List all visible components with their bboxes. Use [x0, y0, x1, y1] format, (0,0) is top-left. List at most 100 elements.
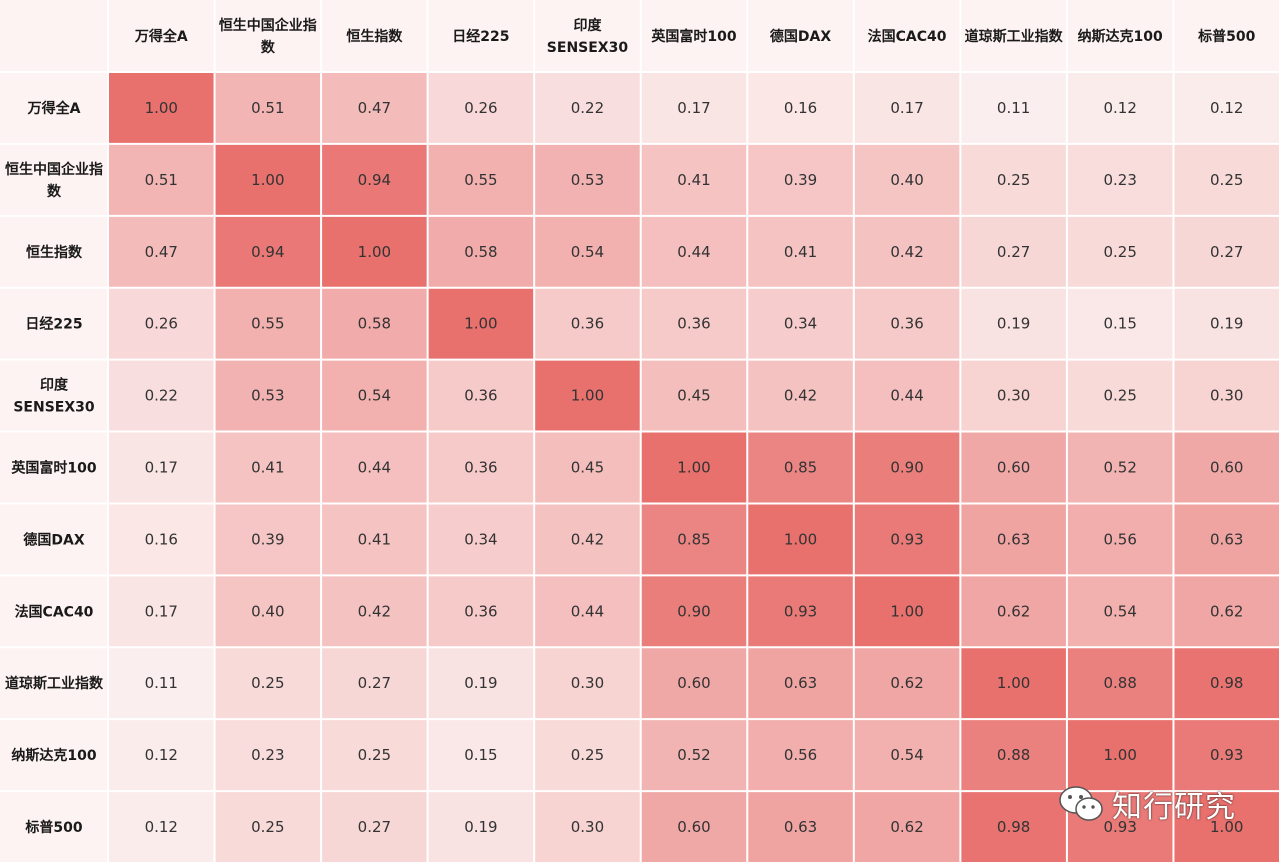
cell-value-label: 0.19: [997, 315, 1030, 333]
heatmap-cell: [1066, 575, 1174, 648]
heatmap-cell: [640, 287, 748, 360]
row-header-label: 印度 SENSEX30: [13, 377, 95, 416]
cell-value-label: 0.17: [145, 459, 178, 477]
heatmap-cell: [1173, 719, 1280, 792]
cell-value-label: 0.51: [251, 99, 284, 117]
cell-value-label: 0.36: [677, 315, 710, 333]
heatmap-cell: [108, 791, 215, 863]
heatmap-cell: [640, 503, 748, 576]
column-header-label: 万得全A: [134, 28, 188, 45]
heatmap-cell: [1173, 647, 1280, 720]
column-header-label: 标普500: [1197, 28, 1255, 45]
cell-value-label: 0.19: [1210, 315, 1243, 333]
cell-value-label: 0.41: [784, 243, 817, 261]
cell-value-label: 0.44: [571, 602, 604, 620]
cell-value-label: 0.25: [1210, 171, 1243, 189]
heatmap-cell: [747, 647, 854, 720]
cell-value-label: 0.30: [571, 674, 604, 692]
heatmap-cell: [321, 359, 428, 432]
cell-value-label: 0.30: [571, 818, 604, 836]
row-header-label: 德国DAX: [23, 531, 84, 548]
heatmap-cell: [1066, 72, 1174, 144]
cell-value-label: 0.93: [890, 530, 923, 548]
heatmap-cell: [853, 719, 961, 792]
heatmap-cell: [747, 359, 854, 432]
heatmap-cell: [1173, 431, 1280, 504]
cell-value-label: 0.39: [251, 530, 284, 548]
heatmap-cell: [1066, 215, 1174, 288]
heatmap-cell: [747, 143, 854, 216]
cell-value-label: 0.54: [571, 243, 604, 261]
heatmap-cell: [108, 575, 215, 648]
cell-value-label: 0.62: [997, 602, 1030, 620]
heatmap-cell: [321, 647, 428, 720]
heatmap-cell: [1066, 359, 1174, 432]
cell-value-label: 0.85: [677, 530, 710, 548]
heatmap-cell: [640, 359, 748, 432]
cell-value-label: 0.54: [1103, 602, 1136, 620]
heatmap-cell: [321, 287, 428, 360]
heatmap-cell: [640, 719, 748, 792]
heatmap-cell: [853, 647, 961, 720]
column-header-label: 道琼斯工业指数: [965, 28, 1064, 45]
heatmap-cell: [640, 647, 748, 720]
cell-value-label: 1.00: [251, 171, 284, 189]
cell-value-label: 0.41: [677, 171, 710, 189]
heatmap-cell: [1173, 287, 1280, 360]
row-header-label: 标普500: [24, 819, 82, 836]
heatmap-cell: [1066, 503, 1174, 576]
heatmap-cell: [108, 719, 215, 792]
cell-value-label: 0.27: [358, 818, 391, 836]
heatmap-cell: [1173, 791, 1280, 863]
heatmap-cell: [960, 359, 1067, 432]
cell-value-label: 0.36: [464, 602, 497, 620]
heatmap-cell: [960, 647, 1067, 720]
heatmap-cell: [534, 287, 641, 360]
cell-value-label: 0.19: [464, 818, 497, 836]
heatmap-cell: [1173, 359, 1280, 432]
cell-value-label: 1.00: [464, 315, 497, 333]
heatmap-cell: [108, 287, 215, 360]
cell-value-label: 0.53: [571, 171, 604, 189]
heatmap-cell: [534, 72, 641, 144]
heatmap-cell: [853, 72, 961, 144]
heatmap-cell: [427, 791, 535, 863]
cell-value-label: 0.41: [358, 530, 391, 548]
cell-value-label: 0.23: [251, 746, 284, 764]
cell-value-label: 0.11: [997, 99, 1030, 117]
cell-value-label: 0.56: [784, 746, 817, 764]
row-header-label: 英国富时100: [10, 460, 96, 477]
heatmap-cell: [427, 503, 535, 576]
cell-value-label: 0.40: [251, 602, 284, 620]
cell-value-label: 0.52: [677, 746, 710, 764]
cell-value-label: 0.25: [1103, 387, 1136, 405]
cell-value-label: 1.00: [677, 459, 710, 477]
column-header-label: 恒生指数: [346, 28, 403, 45]
heatmap-cell: [960, 287, 1067, 360]
heatmap-cell: [1066, 431, 1174, 504]
heatmap-cell: [214, 72, 322, 144]
cell-value-label: 0.90: [890, 459, 923, 477]
cell-value-label: 0.45: [571, 459, 604, 477]
heatmap-cell: [214, 359, 322, 432]
heatmap-cell: [1066, 719, 1174, 792]
heatmap-cell: [534, 215, 641, 288]
heatmap-cell: [108, 647, 215, 720]
cell-value-label: 0.30: [997, 387, 1030, 405]
column-header-label: 法国CAC40: [868, 28, 947, 45]
cell-value-label: 0.25: [358, 746, 391, 764]
cell-value-label: 0.52: [1103, 459, 1136, 477]
cell-value-label: 0.16: [145, 530, 178, 548]
row-header-label: 万得全A: [27, 100, 81, 117]
watermark: 知行研究: [1058, 782, 1236, 826]
cell-value-label: 0.85: [784, 459, 817, 477]
heatmap-cell: [853, 575, 961, 648]
cell-value-label: 0.25: [997, 171, 1030, 189]
heatmap-cell: [747, 72, 854, 144]
cell-value-label: 0.27: [358, 674, 391, 692]
heatmap-cell: [534, 503, 641, 576]
cell-value-label: 0.88: [1103, 674, 1136, 692]
cell-value-label: 0.63: [1210, 530, 1243, 548]
heatmap-cell: [853, 143, 961, 216]
heatmap-cell: [853, 287, 961, 360]
